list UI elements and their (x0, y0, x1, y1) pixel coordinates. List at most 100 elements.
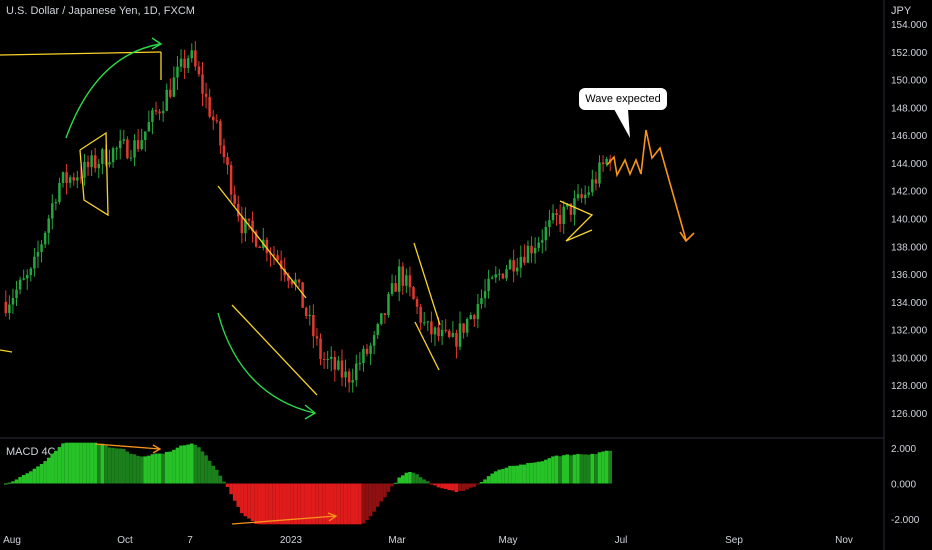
candle-body (233, 194, 236, 204)
macd-bar (107, 447, 112, 484)
candle-body (118, 140, 122, 149)
candle-body (519, 256, 523, 268)
candle-body (40, 244, 43, 253)
candle-body (93, 155, 97, 169)
channel-upper (217, 185, 307, 299)
macd-bar (25, 473, 30, 484)
candle-body (51, 203, 54, 219)
macd-bar (139, 456, 144, 484)
candle-body (276, 255, 279, 261)
candle-body (104, 149, 108, 165)
candle-body (322, 358, 326, 360)
macd-bar (297, 483, 301, 525)
macd-divergence-top (94, 443, 161, 450)
macd-bar (46, 457, 51, 484)
candle-body (58, 182, 61, 203)
macd-bar (200, 451, 205, 484)
candle-body (448, 330, 451, 337)
candle-body (333, 356, 337, 370)
candle-body (387, 294, 390, 316)
candle-body (383, 313, 387, 316)
macd-bar (608, 450, 612, 484)
wave-expected-callout: Wave expected (579, 88, 667, 110)
candle-body (566, 203, 569, 207)
macd-bar (343, 483, 348, 525)
candle-body (508, 260, 512, 270)
candle-body (161, 110, 165, 114)
macd-histogram (4, 442, 612, 525)
candle-body (165, 89, 168, 111)
candle-body (351, 380, 354, 383)
macd-bar (268, 483, 273, 525)
macd-bar (164, 451, 169, 484)
macd-bar (61, 443, 65, 484)
candle-body (304, 307, 308, 316)
macd-bar (193, 444, 198, 484)
candle-body (154, 110, 158, 112)
time-tick-label: Mar (388, 535, 406, 546)
candle-body (258, 246, 261, 248)
candle-body (451, 333, 455, 337)
candle-body (76, 177, 79, 181)
drawings (0, 37, 695, 525)
candle-body (122, 139, 126, 141)
macd-bar (454, 483, 459, 493)
price-unit: JPY (891, 5, 912, 17)
candle-body (365, 348, 369, 354)
macd-bar (590, 453, 595, 484)
candle-body (251, 220, 254, 232)
macd-bar (71, 442, 76, 484)
macd-bar (186, 444, 190, 484)
macd-bar (82, 442, 87, 484)
time-tick-label: Jul (615, 535, 628, 546)
macd-bar (547, 458, 552, 484)
candle-body (287, 275, 290, 281)
macd-bar (504, 467, 509, 484)
macd-bar (347, 483, 351, 525)
macd-bar (89, 442, 94, 484)
candle-body (569, 203, 573, 215)
candle-body (194, 50, 197, 67)
time-tick-label: Oct (117, 535, 133, 546)
macd-bar (569, 455, 573, 484)
candle-body (201, 74, 204, 94)
macd-bar (293, 483, 298, 525)
candle-body (605, 158, 608, 165)
candle-body (487, 278, 490, 292)
candle-body (473, 315, 476, 320)
macd-bar (397, 477, 401, 484)
macd-bar (247, 483, 251, 519)
candle-body (319, 338, 322, 359)
macd-bar (325, 483, 330, 525)
macd-bar (493, 471, 498, 484)
candle-body (476, 304, 480, 320)
candle-body (380, 313, 383, 325)
candle-body (494, 274, 498, 278)
candle-body (598, 162, 601, 184)
candle-body (526, 245, 530, 263)
macd-bar (282, 483, 287, 525)
candle-body (294, 279, 297, 285)
candle-body (297, 279, 301, 283)
macd-bar (436, 483, 441, 488)
candle-body (147, 122, 151, 132)
candle-body (430, 321, 433, 335)
macd-bar (311, 483, 316, 525)
candle-body (490, 277, 494, 279)
candle-body (186, 58, 190, 68)
candle-body (558, 214, 562, 225)
macd-divergence-bottom (231, 515, 337, 525)
candle-body (18, 279, 22, 290)
candle-body (244, 218, 247, 234)
channel-lower (231, 304, 318, 396)
macd-bar (519, 464, 523, 484)
candle-body (433, 327, 437, 335)
macd-bar (215, 469, 219, 484)
macd-bar (418, 477, 423, 484)
candle-body (226, 157, 229, 166)
macd-bar (225, 483, 230, 488)
candle-body (29, 268, 33, 276)
candle-body (405, 275, 408, 286)
candle-body (498, 273, 501, 275)
